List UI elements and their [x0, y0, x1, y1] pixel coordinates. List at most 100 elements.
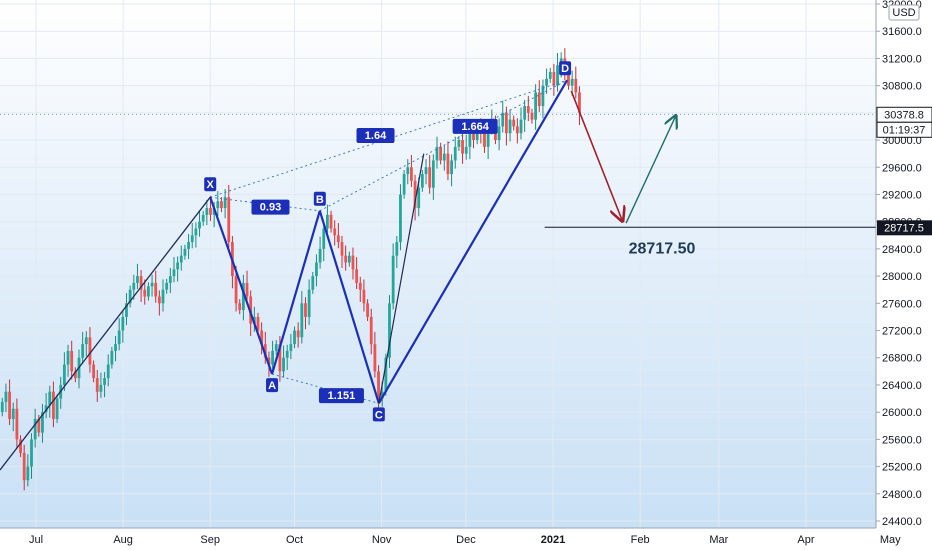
time-axis[interactable] [0, 528, 932, 550]
x-tick-label: Aug [113, 534, 133, 546]
candle-body [62, 364, 66, 385]
pattern-point-label: X [207, 179, 215, 191]
pattern-point-c: C [372, 407, 385, 422]
candle-body [428, 167, 432, 188]
candle-body [300, 303, 304, 338]
candle-body [424, 167, 428, 175]
annotations [0, 90, 876, 228]
y-tick-label: 31200.0 [882, 53, 922, 65]
pattern-point-d: D [559, 61, 572, 75]
target-price-label: 28717.50 [629, 240, 696, 257]
ratio-label: 1.151 [328, 390, 356, 402]
candle-body [431, 160, 435, 188]
candle-body [380, 391, 384, 399]
candle-body [205, 208, 209, 215]
candle-body [340, 242, 344, 256]
candle-body [464, 146, 468, 154]
candle-body [552, 72, 556, 86]
y-tick-label: 30000.0 [882, 135, 922, 147]
current-price-label: 30378.8 01:19:37 [876, 106, 932, 138]
ratio-connector [319, 79, 568, 212]
candle-body [48, 391, 52, 406]
harmonic-pattern: X A B C D 0.93 1.151 1.64 1.664 [0, 61, 572, 471]
candle-body [33, 418, 37, 440]
price-axis[interactable] [876, 0, 932, 528]
candle-body [384, 357, 388, 392]
candle-body [157, 296, 161, 304]
y-tick-label: 24400.0 [882, 516, 922, 528]
candle-body [366, 303, 369, 317]
candle-body [117, 330, 121, 345]
ratio-badge-bg [251, 199, 290, 215]
candle-body [293, 330, 296, 345]
candle-body [263, 344, 267, 358]
pattern-leg [377, 79, 569, 404]
pattern-point-label: D [561, 63, 569, 75]
candle-body [457, 140, 461, 147]
candle-body [154, 282, 158, 297]
candle-body [234, 276, 238, 304]
candle-body [504, 112, 508, 134]
candle-body [103, 378, 106, 385]
candle-body [486, 126, 490, 147]
x-tick-label: Sep [200, 534, 220, 546]
pattern-point-label: A [268, 380, 276, 392]
candle-body [399, 194, 402, 243]
pattern-point-badge [266, 378, 279, 393]
ratio-badge: 1.151 [318, 388, 364, 404]
grid-lines [0, 0, 891, 528]
currency-badge[interactable]: USD [888, 4, 920, 21]
candle-body [168, 276, 172, 283]
candle-body [567, 72, 570, 86]
candle-body [508, 119, 512, 134]
candle-body [11, 408, 15, 419]
y-tick-label: 25200.0 [882, 462, 922, 474]
candle-body [548, 72, 552, 79]
candle-body [128, 289, 132, 304]
candle-body [515, 126, 519, 134]
candle-body [512, 119, 516, 127]
y-tick-label: 26400.0 [882, 380, 922, 392]
ratio-badge-bg [356, 128, 395, 144]
candle-body [198, 221, 201, 229]
x-axis-ticks: Jul Aug Sep Oct Nov Dec 2021 Feb Mar Apr May [29, 534, 901, 546]
candle-body [278, 344, 282, 372]
candle-body [519, 119, 523, 134]
currency-label: USD [892, 7, 915, 19]
candle-body [388, 303, 391, 358]
candle-body [271, 350, 275, 365]
candle-body [256, 316, 260, 331]
pattern-point-label: B [316, 194, 324, 206]
trend-line [0, 196, 211, 471]
candle-body [413, 180, 417, 209]
candle-body [220, 201, 223, 209]
pattern-point-badge [204, 177, 217, 192]
candle-body [187, 242, 190, 249]
candle-body [22, 452, 26, 481]
down-arrow [570, 90, 622, 220]
candle-body [501, 112, 505, 127]
candle-body [472, 133, 475, 141]
candle-body [201, 214, 205, 222]
ratio-badge-bg [452, 118, 498, 134]
x-tick-label: Feb [631, 534, 650, 546]
candle-body [161, 289, 165, 304]
candle-body [92, 364, 96, 379]
candle-body [311, 276, 315, 290]
candle-body [450, 160, 453, 175]
ratio-badge-bg [318, 388, 364, 404]
candle-body [238, 303, 242, 311]
candle-body [88, 337, 92, 365]
candle-body [322, 228, 326, 249]
candle-body [99, 384, 103, 392]
ratio-label: 0.93 [260, 202, 281, 214]
y-tick-label: 27600.0 [882, 298, 922, 310]
target-axis-value: 28717.5 [884, 222, 924, 234]
candle-body [8, 391, 11, 419]
candle-body [307, 289, 311, 317]
candle-body [274, 344, 278, 351]
candle-body [132, 282, 136, 290]
pattern-leg [209, 196, 274, 375]
candle-body [545, 78, 548, 86]
